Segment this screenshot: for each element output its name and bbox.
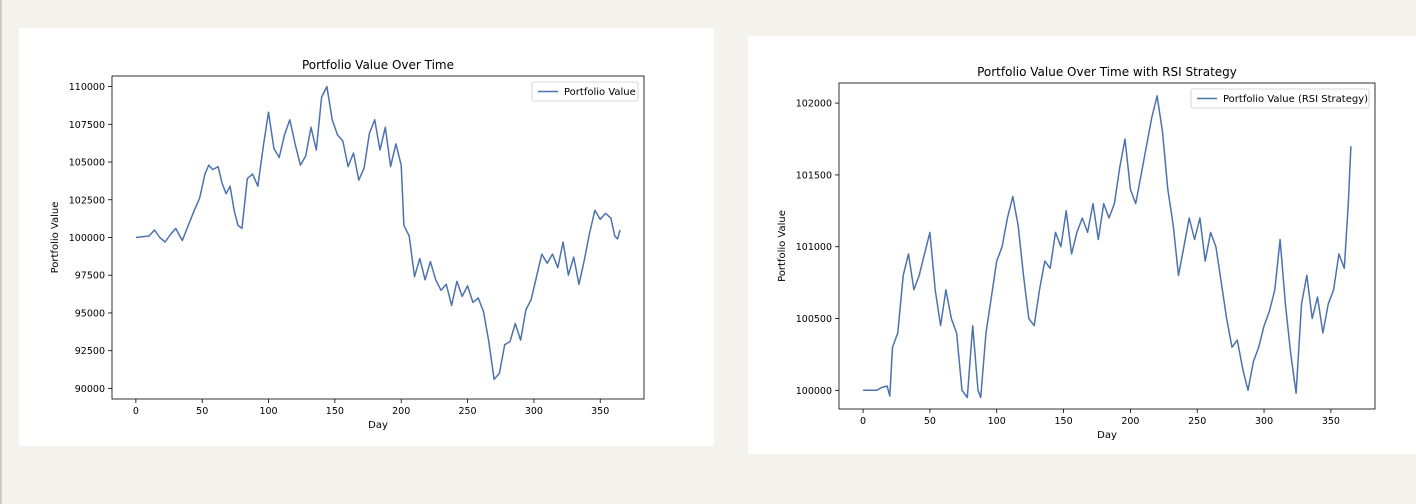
y-tick-label: 110000 bbox=[69, 82, 105, 93]
x-tick-label: 100 bbox=[259, 406, 277, 417]
y-tick-label: 95000 bbox=[75, 308, 105, 319]
x-tick-label: 0 bbox=[860, 416, 866, 427]
y-tick-label: 102000 bbox=[796, 99, 832, 110]
x-tick-label: 50 bbox=[924, 416, 936, 427]
series-line-0 bbox=[863, 95, 1352, 399]
x-tick-label: 250 bbox=[1188, 416, 1206, 427]
legend-box bbox=[1190, 88, 1370, 109]
x-tick-label: 0 bbox=[133, 406, 139, 417]
legend-label: Portfolio Value (RSI Strategy) bbox=[1223, 94, 1368, 105]
y-tick-label: 102500 bbox=[69, 195, 105, 206]
x-tick-label: 350 bbox=[591, 406, 609, 417]
x-tick-label: 250 bbox=[458, 406, 476, 417]
series-line-0 bbox=[135, 85, 621, 381]
x-tick-label: 350 bbox=[1322, 416, 1340, 427]
x-axis-label: Day bbox=[368, 420, 388, 431]
y-tick-label: 92500 bbox=[75, 346, 105, 357]
y-axis-label: Portfolio Value bbox=[50, 202, 61, 274]
y-tick-label: 90000 bbox=[75, 384, 105, 395]
x-tick-label: 50 bbox=[196, 406, 208, 417]
x-tick-label: 300 bbox=[525, 406, 543, 417]
y-tick-label: 107500 bbox=[69, 120, 105, 131]
x-tick-label: 200 bbox=[1121, 416, 1139, 427]
x-axis-label: Day bbox=[1097, 430, 1117, 441]
x-tick-label: 150 bbox=[1054, 416, 1072, 427]
chart-portfolio-value-rsi: Portfolio Value Over Time with RSI Strat… bbox=[777, 65, 1376, 441]
plot-frame bbox=[838, 82, 1376, 410]
chart-panel-portfolio: Portfolio Value Over Time 0 50 100 150 200 250… bbox=[19, 28, 714, 446]
chart-panel-rsi: Portfolio Value Over Time with RSI Strat… bbox=[748, 36, 1416, 454]
y-tick-label: 101000 bbox=[796, 242, 832, 253]
plot-frame bbox=[111, 75, 645, 400]
chart-title: Portfolio Value Over Time bbox=[302, 58, 454, 72]
y-axis-label: Portfolio Value bbox=[777, 210, 788, 282]
chart-portfolio-value: Portfolio Value Over Time 0 50 100 150 200 250… bbox=[50, 58, 645, 431]
x-tick-label: 200 bbox=[392, 406, 410, 417]
y-tick-label: 100000 bbox=[796, 386, 832, 397]
y-tick-label: 100500 bbox=[796, 314, 832, 325]
y-tick-label: 105000 bbox=[69, 158, 105, 169]
left-edge-rule bbox=[0, 0, 2, 504]
y-tick-label: 100000 bbox=[69, 233, 105, 244]
legend-label: Portfolio Value bbox=[564, 87, 636, 98]
y-tick-label: 101500 bbox=[796, 170, 832, 181]
y-tick-label: 97500 bbox=[75, 271, 105, 282]
legend-box bbox=[531, 81, 639, 102]
x-tick-label: 100 bbox=[988, 416, 1006, 427]
x-tick-label: 150 bbox=[326, 406, 344, 417]
x-tick-label: 300 bbox=[1255, 416, 1273, 427]
chart-title: Portfolio Value Over Time with RSI Strat… bbox=[977, 65, 1237, 79]
